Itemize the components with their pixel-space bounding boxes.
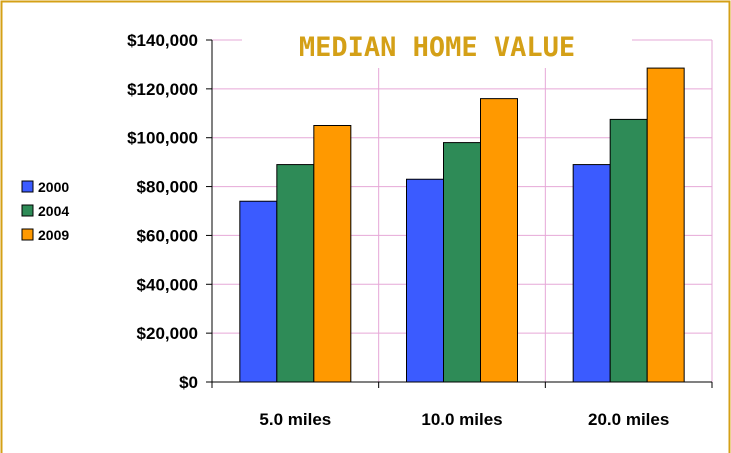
legend-label: 2000 bbox=[38, 179, 69, 195]
x-category-label: 20.0 miles bbox=[588, 410, 669, 429]
x-category-label: 5.0 miles bbox=[259, 410, 331, 429]
y-tick-label: $0 bbox=[179, 373, 198, 392]
legend-label: 2009 bbox=[38, 227, 69, 243]
legend-swatch-2004 bbox=[21, 204, 34, 217]
bar-2000-0 bbox=[239, 200, 278, 383]
chart-title: MEDIAN HOME VALUE bbox=[299, 32, 575, 63]
y-tick-label: $100,000 bbox=[127, 129, 198, 148]
y-tick-label: $80,000 bbox=[137, 178, 198, 197]
bar-2004-0 bbox=[276, 164, 315, 383]
y-tick-label: $40,000 bbox=[137, 275, 198, 294]
bar-2009-0 bbox=[313, 125, 352, 383]
bar-2004-1 bbox=[443, 142, 481, 383]
y-tick-label: $120,000 bbox=[127, 80, 198, 99]
bar-2000-2 bbox=[572, 164, 611, 383]
bar-2004-2 bbox=[609, 118, 648, 383]
title-background bbox=[242, 22, 632, 68]
bar-2009-2 bbox=[646, 67, 685, 383]
y-tick-label: $20,000 bbox=[137, 324, 198, 343]
bar-2009-1 bbox=[480, 98, 518, 383]
bar-2000-1 bbox=[406, 178, 444, 383]
y-tick-label: $60,000 bbox=[137, 226, 198, 245]
y-tick-label: $140,000 bbox=[127, 31, 198, 50]
legend-swatch-2009 bbox=[21, 228, 34, 241]
legend-swatch-2000 bbox=[21, 180, 34, 193]
legend-label: 2004 bbox=[38, 203, 69, 219]
x-category-label: 10.0 miles bbox=[421, 410, 502, 429]
